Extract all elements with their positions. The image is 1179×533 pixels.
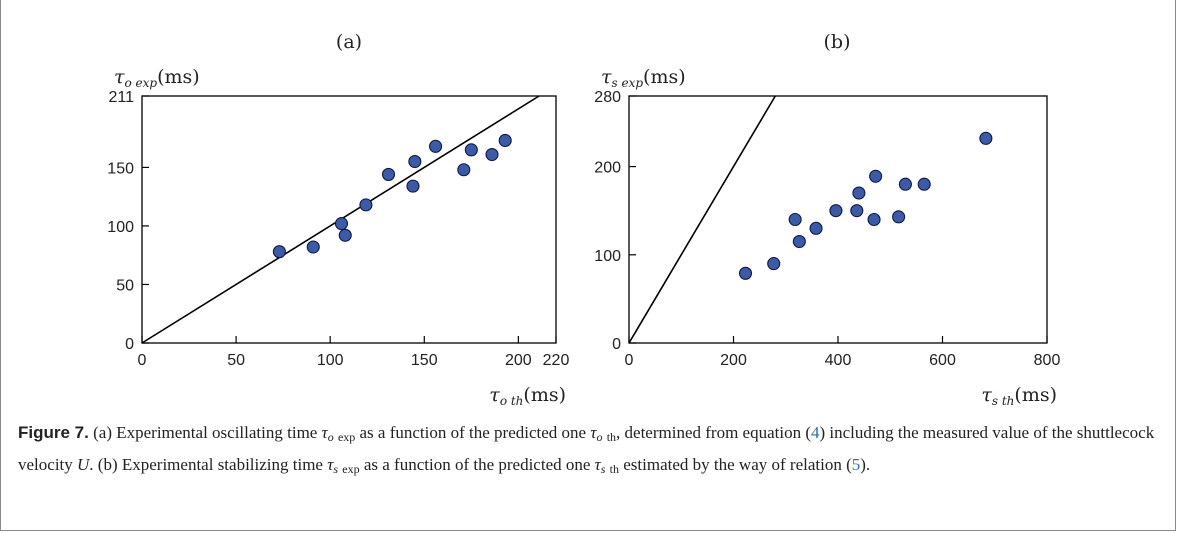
- x-tick-label: 220: [543, 352, 570, 369]
- y-tick-label: 50: [116, 277, 134, 294]
- data-point: [406, 179, 420, 193]
- data-point: [359, 198, 373, 212]
- data-point: [869, 169, 883, 183]
- figure-label: Figure 7.: [18, 423, 89, 442]
- data-point: [464, 143, 478, 157]
- x-tick-label: 100: [317, 352, 344, 369]
- data-point: [429, 139, 443, 153]
- x-tick-label: 150: [411, 352, 438, 369]
- x-tick-label: 400: [825, 352, 852, 369]
- data-point: [809, 221, 823, 235]
- relation-ref-link[interactable]: 5: [851, 455, 861, 474]
- data-point: [381, 167, 396, 181]
- x-tick-label: 0: [138, 352, 147, 369]
- x-tick-label: 800: [1034, 352, 1061, 369]
- y-tick-label: 100: [107, 219, 134, 236]
- y-tick-label: 0: [612, 336, 621, 353]
- y-axis-label: τs exp(ms): [601, 66, 686, 90]
- identity-line: [628, 95, 776, 344]
- data-point: [767, 257, 781, 271]
- data-point: [852, 186, 866, 200]
- equation-ref-link[interactable]: 4: [811, 423, 820, 442]
- data-point: [892, 210, 906, 224]
- y-tick-label: 100: [594, 248, 621, 265]
- y-tick-label: 200: [594, 160, 621, 177]
- y-tick-label: 150: [107, 160, 134, 177]
- data-point: [979, 131, 993, 145]
- data-point: [338, 228, 352, 242]
- panel-label: (b): [824, 31, 851, 53]
- data-point: [485, 147, 499, 162]
- data-point: [788, 212, 802, 227]
- x-axis-label: τs th(ms): [981, 384, 1057, 408]
- y-tick-label: 0: [125, 336, 134, 353]
- data-point: [917, 177, 931, 191]
- data-point: [898, 177, 912, 191]
- data-point: [334, 217, 349, 231]
- data-point: [829, 204, 843, 218]
- panel-label: (a): [336, 31, 362, 53]
- data-point: [850, 204, 864, 218]
- data-point: [498, 133, 512, 148]
- data-point: [457, 163, 471, 177]
- x-axis-label: τo th(ms): [489, 384, 566, 408]
- x-tick-label: 600: [929, 352, 956, 369]
- y-tick-label: 211: [108, 89, 134, 106]
- y-axis-label: τo exp(ms): [114, 66, 200, 90]
- data-point: [272, 245, 286, 259]
- figure-caption: Figure 7. (a) Experimental oscillating t…: [18, 423, 1155, 476]
- data-point: [306, 240, 320, 254]
- data-point: [867, 212, 881, 227]
- x-tick-label: 50: [227, 352, 245, 369]
- y-tick-label: 280: [594, 89, 621, 106]
- x-tick-label: 200: [720, 352, 747, 369]
- data-point: [408, 155, 422, 169]
- x-tick-label: 200: [505, 352, 532, 369]
- data-point: [738, 266, 753, 280]
- data-point: [792, 235, 806, 249]
- x-tick-label: 0: [625, 352, 634, 369]
- plot-frame: [141, 95, 557, 344]
